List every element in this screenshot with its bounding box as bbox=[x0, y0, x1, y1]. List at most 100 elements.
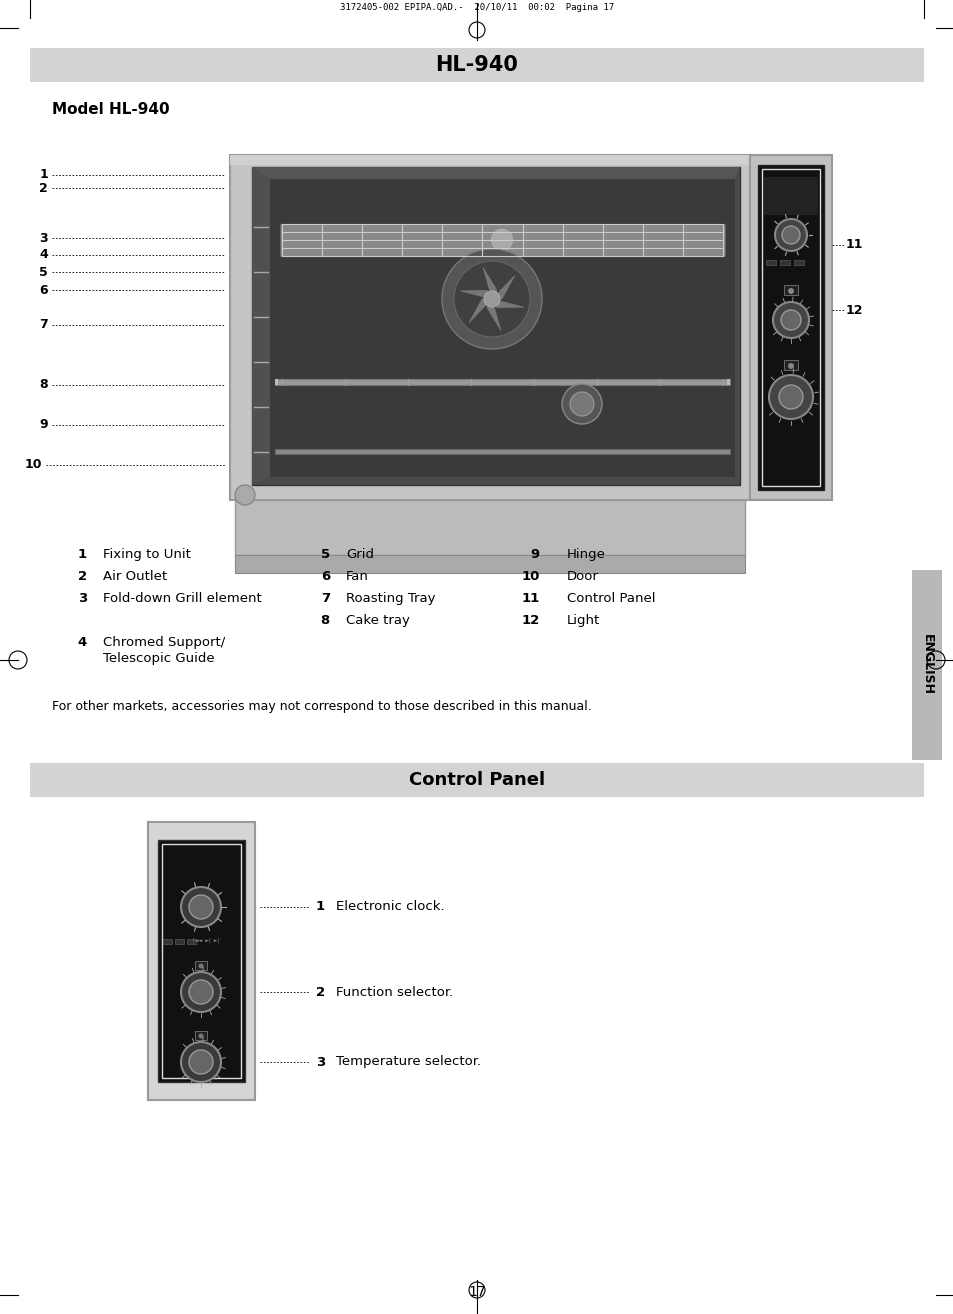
Circle shape bbox=[787, 288, 793, 294]
Bar bbox=[194, 961, 207, 970]
Bar bbox=[274, 378, 277, 385]
Polygon shape bbox=[459, 290, 492, 300]
Text: Temperature selector.: Temperature selector. bbox=[335, 1055, 480, 1068]
Text: Model HL-940: Model HL-940 bbox=[52, 102, 170, 117]
Text: 6: 6 bbox=[39, 284, 48, 297]
Circle shape bbox=[781, 226, 800, 244]
Circle shape bbox=[483, 290, 499, 307]
Text: Door: Door bbox=[566, 570, 598, 583]
Bar bbox=[230, 155, 749, 166]
Text: ENGLISH: ENGLISH bbox=[920, 635, 933, 695]
Text: 3: 3 bbox=[77, 593, 87, 604]
Text: Function selector.: Function selector. bbox=[335, 986, 453, 999]
Circle shape bbox=[781, 310, 801, 330]
Circle shape bbox=[234, 485, 254, 505]
Bar bbox=[234, 501, 744, 555]
Polygon shape bbox=[469, 300, 492, 323]
Circle shape bbox=[189, 895, 213, 918]
Bar bbox=[783, 285, 797, 296]
Text: 9: 9 bbox=[530, 548, 539, 561]
Text: |◄◄  ►|  ►|: |◄◄ ►| ►| bbox=[193, 937, 219, 942]
Circle shape bbox=[490, 229, 514, 252]
Bar bbox=[162, 844, 241, 1077]
Text: Light: Light bbox=[566, 614, 599, 627]
Text: Telescopic Guide: Telescopic Guide bbox=[103, 652, 214, 665]
Bar bbox=[234, 555, 744, 573]
Bar bbox=[274, 449, 729, 455]
Bar bbox=[783, 360, 797, 371]
Bar bbox=[274, 378, 729, 385]
Text: 3172405-002 EPIPA.QAD.-  20/10/11  00:02  Pagina 17: 3172405-002 EPIPA.QAD.- 20/10/11 00:02 P… bbox=[339, 3, 614, 12]
Text: 2: 2 bbox=[39, 181, 48, 194]
Polygon shape bbox=[252, 167, 740, 179]
Text: Roasting Tray: Roasting Tray bbox=[346, 593, 435, 604]
Text: Fixing to Unit: Fixing to Unit bbox=[103, 548, 191, 561]
Bar bbox=[158, 840, 245, 1081]
Circle shape bbox=[198, 963, 203, 968]
Text: Cake tray: Cake tray bbox=[346, 614, 410, 627]
Bar bbox=[187, 940, 195, 943]
Text: 11: 11 bbox=[845, 239, 862, 251]
Circle shape bbox=[441, 248, 541, 350]
Text: 8: 8 bbox=[39, 378, 48, 392]
Text: 3: 3 bbox=[315, 1055, 325, 1068]
Bar bbox=[163, 940, 172, 943]
Text: Grid: Grid bbox=[346, 548, 374, 561]
Text: Fan: Fan bbox=[346, 570, 369, 583]
Polygon shape bbox=[486, 300, 500, 331]
Circle shape bbox=[561, 384, 601, 424]
Text: 12: 12 bbox=[845, 304, 862, 317]
Text: 17: 17 bbox=[468, 1285, 485, 1300]
Text: 12: 12 bbox=[521, 614, 539, 627]
Text: 7: 7 bbox=[320, 593, 330, 604]
Text: 1: 1 bbox=[315, 900, 325, 913]
Circle shape bbox=[181, 887, 221, 926]
Circle shape bbox=[198, 1034, 203, 1038]
Text: 5: 5 bbox=[320, 548, 330, 561]
Bar bbox=[174, 940, 184, 943]
Bar bbox=[763, 177, 817, 215]
Text: Hinge: Hinge bbox=[566, 548, 605, 561]
Text: Chromed Support/: Chromed Support/ bbox=[103, 636, 225, 649]
Polygon shape bbox=[492, 276, 515, 300]
Text: 2: 2 bbox=[315, 986, 325, 999]
Text: 9: 9 bbox=[39, 418, 48, 431]
Text: 7: 7 bbox=[39, 318, 48, 331]
Bar bbox=[270, 179, 734, 477]
Text: 5: 5 bbox=[39, 265, 48, 279]
Text: For other markets, accessories may not correspond to those described in this man: For other markets, accessories may not c… bbox=[52, 700, 591, 714]
Bar bbox=[780, 260, 789, 265]
Text: 8: 8 bbox=[320, 614, 330, 627]
Circle shape bbox=[189, 980, 213, 1004]
Circle shape bbox=[181, 1042, 221, 1081]
Bar bbox=[280, 223, 724, 256]
Text: 1: 1 bbox=[39, 168, 48, 181]
Text: Air Outlet: Air Outlet bbox=[103, 570, 167, 583]
Text: 10: 10 bbox=[25, 459, 42, 472]
Text: Control Panel: Control Panel bbox=[409, 771, 544, 788]
Text: 6: 6 bbox=[320, 570, 330, 583]
Text: 10: 10 bbox=[521, 570, 539, 583]
Circle shape bbox=[454, 261, 530, 336]
Bar bbox=[793, 260, 803, 265]
Bar bbox=[911, 570, 941, 759]
Bar bbox=[761, 170, 820, 486]
Bar bbox=[765, 260, 775, 265]
Polygon shape bbox=[482, 267, 497, 300]
Polygon shape bbox=[252, 167, 270, 485]
Bar bbox=[749, 155, 831, 501]
Circle shape bbox=[569, 392, 594, 417]
Text: 2: 2 bbox=[78, 570, 87, 583]
Circle shape bbox=[181, 972, 221, 1012]
Circle shape bbox=[774, 219, 806, 251]
Text: Electronic clock.: Electronic clock. bbox=[335, 900, 444, 913]
Circle shape bbox=[189, 1050, 213, 1074]
Circle shape bbox=[779, 385, 802, 409]
Text: 4: 4 bbox=[39, 248, 48, 261]
Bar bbox=[758, 166, 823, 490]
Circle shape bbox=[787, 363, 793, 369]
Text: HL-940: HL-940 bbox=[436, 55, 517, 75]
Text: Fold-down Grill element: Fold-down Grill element bbox=[103, 593, 261, 604]
Text: 4: 4 bbox=[77, 636, 87, 649]
Bar bbox=[252, 167, 740, 485]
